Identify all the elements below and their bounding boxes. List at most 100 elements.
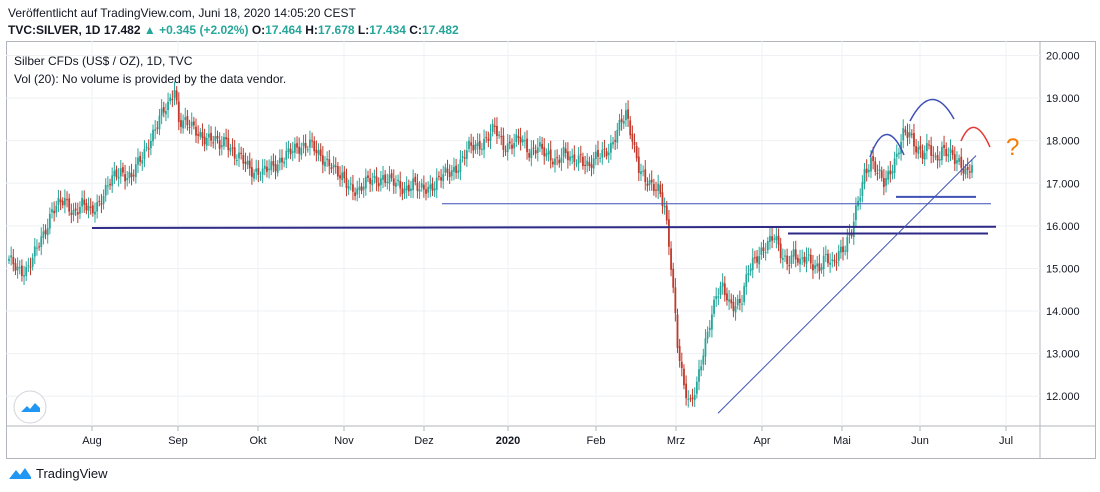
- candle-body: [741, 303, 743, 305]
- candle-body: [465, 150, 468, 159]
- candle-body: [339, 175, 341, 179]
- candle-body: [904, 129, 907, 133]
- grid: [6, 41, 1040, 426]
- candle-body: [141, 160, 144, 164]
- candle-body: [882, 178, 885, 188]
- candle-body: [809, 254, 812, 264]
- candle-body: [672, 268, 675, 288]
- candle-body: [231, 147, 234, 149]
- left-shoulder-arc: [869, 133, 905, 158]
- candle-body: [371, 179, 374, 186]
- candles: [8, 81, 973, 408]
- candle-body: [216, 136, 219, 139]
- candle-body: [590, 164, 593, 168]
- candle-body: [923, 152, 926, 160]
- candle-body: [431, 183, 434, 191]
- candle-body: [784, 255, 786, 257]
- candle-body: [255, 168, 258, 172]
- chart-frame[interactable]: 20.000 19.000 18.000 17.000 16.000 15.000 14.0…: [6, 41, 1096, 459]
- candle-body: [786, 255, 789, 264]
- candle-body: [87, 205, 90, 211]
- candle-body: [934, 156, 937, 158]
- candle-body: [472, 145, 475, 151]
- candle-body: [898, 152, 900, 155]
- candle-body: [530, 149, 533, 159]
- candle-body: [257, 168, 260, 175]
- candle-body: [20, 265, 23, 276]
- candle-body: [659, 184, 662, 194]
- candle-body: [468, 140, 470, 149]
- candle-body: [334, 165, 337, 167]
- candle-body: [491, 123, 494, 133]
- candle-body: [214, 135, 217, 142]
- candle-body: [627, 109, 629, 119]
- candle-body: [792, 249, 795, 257]
- candle-body: [721, 282, 724, 287]
- candle-body: [812, 264, 814, 271]
- candle-body: [749, 268, 752, 272]
- open-value: 17.464: [265, 23, 302, 37]
- candle-body: [272, 161, 275, 166]
- candle-body: [829, 262, 832, 265]
- candle-body: [38, 246, 40, 248]
- price-axis[interactable]: 20.000 19.000 18.000 17.000 16.000 15.000 14.0…: [1046, 51, 1080, 404]
- candle-body: [700, 366, 703, 371]
- candle-body: [407, 184, 410, 192]
- candle-body: [573, 154, 576, 163]
- candle-body: [302, 142, 305, 147]
- candle-body: [678, 346, 681, 362]
- candle-body: [91, 205, 94, 214]
- candle-body: [511, 144, 513, 149]
- candle-body: [577, 155, 580, 164]
- candle-body: [917, 147, 920, 154]
- candle-body: [457, 170, 460, 173]
- candle-body: [521, 139, 524, 143]
- candle-body: [46, 227, 49, 236]
- open-label: O:: [251, 23, 266, 37]
- candle-body: [723, 283, 726, 296]
- candle-body: [938, 158, 941, 161]
- candle-body: [444, 167, 447, 173]
- tradingview-logo-icon[interactable]: [13, 390, 47, 424]
- candle-body: [354, 192, 356, 196]
- candle-body: [72, 209, 75, 216]
- candle-body: [547, 151, 550, 155]
- price-tick-label: 18.000: [1046, 136, 1080, 148]
- candle-body: [930, 145, 933, 156]
- candle-body: [943, 145, 945, 148]
- candle-body: [751, 257, 754, 270]
- candle-body: [839, 246, 842, 253]
- candle-body: [104, 184, 107, 196]
- candle-body: [186, 115, 189, 126]
- candle-body: [603, 148, 606, 150]
- candle-body: [655, 189, 657, 191]
- candle-body: [422, 184, 425, 190]
- price-chart[interactable]: 20.000 19.000 18.000 17.000 16.000 15.000 14.0…: [6, 41, 1096, 459]
- candle-body: [496, 125, 498, 137]
- candle-body: [160, 108, 163, 116]
- candle-body: [433, 188, 436, 191]
- candle-body: [539, 142, 541, 147]
- candle-body: [197, 133, 200, 136]
- candle-body: [766, 241, 769, 251]
- time-axis[interactable]: Aug Sep Okt Nov Dez 2020 Feb Mrz Apr Mai Jun Jul: [82, 426, 1013, 447]
- candle-body: [827, 253, 829, 264]
- candle-body: [880, 170, 883, 178]
- candle-body: [341, 172, 344, 181]
- candle-body: [388, 174, 391, 184]
- candle-body: [173, 89, 176, 98]
- candle-body: [844, 250, 847, 252]
- candle-body: [233, 147, 236, 159]
- candle-body: [109, 183, 111, 186]
- candle-body: [321, 155, 324, 165]
- candle-body: [390, 173, 393, 179]
- candle-body: [392, 178, 395, 186]
- candle-body: [319, 149, 322, 156]
- candle-body: [227, 137, 230, 151]
- candle-body: [474, 144, 477, 150]
- tradingview-brand-icon: [9, 468, 31, 479]
- candle-body: [70, 212, 73, 215]
- candle-body: [846, 236, 849, 253]
- candle-body: [332, 164, 335, 168]
- candle-body: [592, 158, 595, 169]
